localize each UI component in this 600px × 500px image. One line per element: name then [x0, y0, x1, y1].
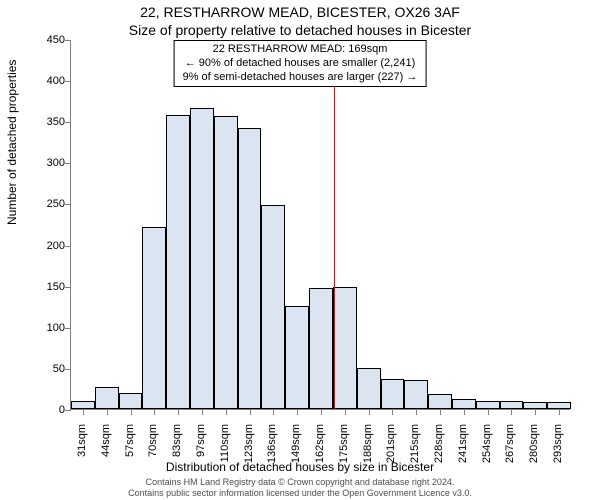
- plot-area: [70, 40, 570, 410]
- histogram-bar: [166, 115, 190, 409]
- y-tick-label: 400: [5, 75, 65, 87]
- x-tick: [250, 409, 251, 415]
- histogram-bar: [381, 379, 405, 409]
- histogram-bar: [309, 288, 333, 409]
- x-tick: [440, 409, 441, 415]
- y-tick-label: 200: [5, 240, 65, 252]
- x-tick: [154, 409, 155, 415]
- histogram-bar: [285, 306, 309, 409]
- histogram-bar: [71, 401, 95, 409]
- x-tick: [202, 409, 203, 415]
- x-tick: [83, 409, 84, 415]
- y-tick: [65, 246, 71, 247]
- histogram-bar: [214, 116, 238, 409]
- x-tick: [511, 409, 512, 415]
- x-tick: [559, 409, 560, 415]
- x-tick: [488, 409, 489, 415]
- x-tick: [345, 409, 346, 415]
- y-tick-label: 300: [5, 157, 65, 169]
- y-tick-label: 50: [5, 363, 65, 375]
- x-tick: [273, 409, 274, 415]
- annotation-line-1: 22 RESTHARROW MEAD: 169sqm: [183, 43, 418, 57]
- x-tick: [297, 409, 298, 415]
- histogram-bar: [333, 287, 357, 409]
- histogram-bar: [95, 387, 119, 409]
- marker-line: [334, 40, 335, 409]
- histogram-bar: [452, 399, 476, 409]
- histogram-bar: [190, 108, 214, 409]
- y-tick-label: 450: [5, 34, 65, 46]
- histogram-bar: [404, 380, 428, 409]
- y-tick: [65, 369, 71, 370]
- histogram-bar: [119, 393, 143, 409]
- x-tick: [321, 409, 322, 415]
- annotation-line-2: ← 90% of detached houses are smaller (2,…: [183, 57, 418, 71]
- annotation-line-3: 9% of semi-detached houses are larger (2…: [183, 71, 418, 85]
- y-tick: [65, 122, 71, 123]
- x-tick: [107, 409, 108, 415]
- histogram-bar: [476, 401, 500, 409]
- x-tick: [416, 409, 417, 415]
- histogram-bar: [238, 128, 262, 409]
- histogram-bar: [142, 227, 166, 409]
- histogram-bar: [357, 368, 381, 409]
- y-tick: [65, 163, 71, 164]
- y-tick-label: 350: [5, 116, 65, 128]
- y-tick: [65, 287, 71, 288]
- x-tick: [178, 409, 179, 415]
- y-tick-label: 250: [5, 198, 65, 210]
- histogram-bar: [261, 205, 285, 409]
- x-tick: [226, 409, 227, 415]
- y-tick: [65, 410, 71, 411]
- y-tick: [65, 40, 71, 41]
- chart-title-address: 22, RESTHARROW MEAD, BICESTER, OX26 3AF: [0, 4, 600, 20]
- annotation-box: 22 RESTHARROW MEAD: 169sqm ← 90% of deta…: [174, 40, 427, 87]
- chart-title-subtitle: Size of property relative to detached ho…: [0, 22, 600, 38]
- y-tick: [65, 328, 71, 329]
- footer-attribution: Contains HM Land Registry data © Crown c…: [0, 477, 600, 498]
- x-tick: [392, 409, 393, 415]
- y-tick: [65, 204, 71, 205]
- x-tick: [369, 409, 370, 415]
- y-tick-label: 100: [5, 322, 65, 334]
- x-tick: [464, 409, 465, 415]
- histogram-bar: [428, 394, 452, 409]
- x-tick: [535, 409, 536, 415]
- x-tick: [131, 409, 132, 415]
- y-tick: [65, 81, 71, 82]
- footer-line-1: Contains HM Land Registry data © Crown c…: [0, 477, 600, 487]
- histogram-bar: [500, 401, 524, 409]
- footer-line-2: Contains public sector information licen…: [0, 488, 600, 498]
- y-tick-label: 0: [5, 404, 65, 416]
- y-tick-label: 150: [5, 281, 65, 293]
